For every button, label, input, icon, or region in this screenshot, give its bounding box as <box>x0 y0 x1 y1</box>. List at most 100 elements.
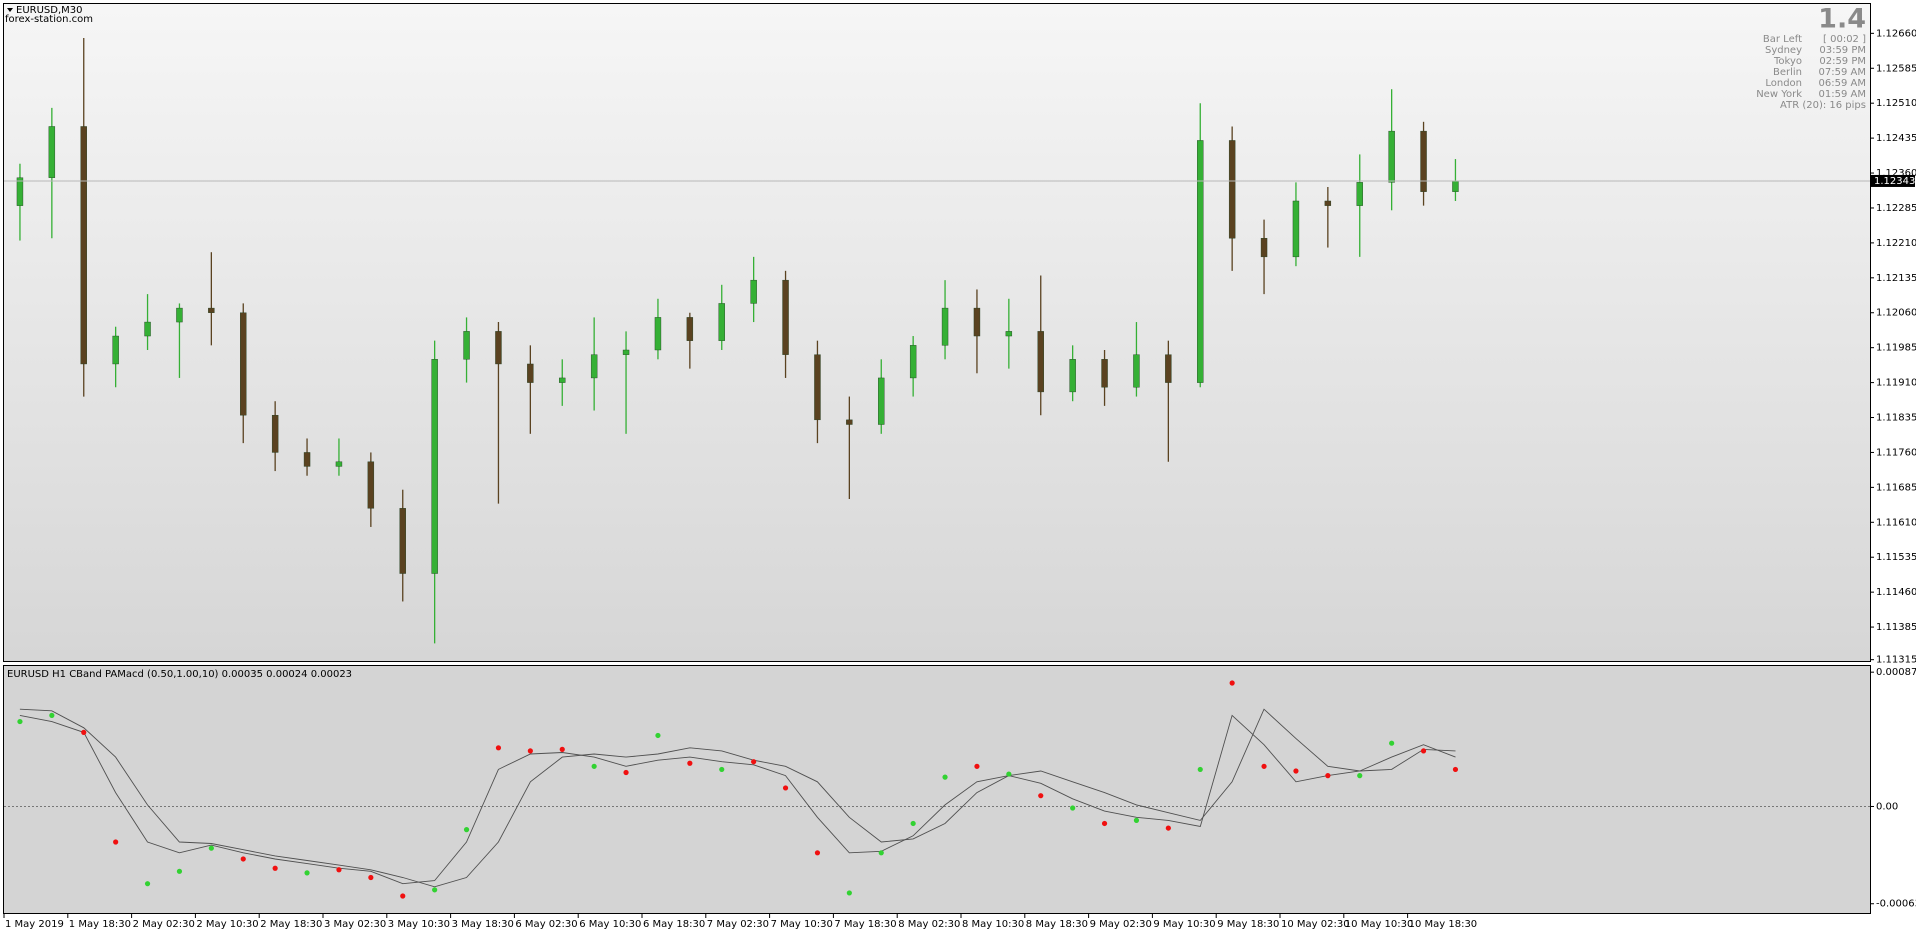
y-tick-label: 1.11610 <box>1876 517 1916 528</box>
macd-dot <box>687 760 693 766</box>
x-tick-label: 3 May 18:30 <box>452 919 514 930</box>
candle-body <box>1292 200 1300 258</box>
y-tick-label: -0.00063 <box>1876 899 1916 910</box>
main-panel <box>3 3 1871 662</box>
candle-body <box>16 177 24 206</box>
x-tick-label: 9 May 02:30 <box>1090 919 1152 930</box>
candle-body <box>335 461 343 467</box>
candle-body <box>1260 238 1268 258</box>
macd-dot <box>1420 748 1427 754</box>
macd-dot <box>176 868 183 874</box>
candle-body <box>431 359 438 574</box>
y-tick-label: 0.00 <box>1876 801 1898 812</box>
macd-dot <box>942 774 948 780</box>
candle-body <box>559 377 566 383</box>
session-time: [ 00:02 ] <box>1823 34 1866 45</box>
macd-dot <box>495 745 502 751</box>
indicator-title: EURUSD H1 CBand PAMacd (0.50,1.00,10) 0.… <box>7 669 352 680</box>
macd-dot <box>1357 773 1363 779</box>
macd-dot <box>974 763 980 769</box>
y-tick-label: 1.12135 <box>1876 273 1916 284</box>
candle-body <box>909 345 917 379</box>
macd-dot <box>1452 766 1459 773</box>
candle-body <box>590 354 598 379</box>
macd-dot <box>910 820 916 827</box>
candle-body <box>271 414 279 453</box>
x-tick-label: 6 May 02:30 <box>515 919 577 930</box>
y-tick-label: 1.12285 <box>1876 203 1916 214</box>
y-tick-label: 1.11385 <box>1876 622 1916 633</box>
x-tick-label: 3 May 02:30 <box>324 919 386 930</box>
y-tick-label: 1.12360 <box>1876 168 1916 179</box>
macd-dot <box>814 850 821 856</box>
macd-dot <box>1070 805 1076 811</box>
candle-body <box>463 331 470 360</box>
x-tick-label: 8 May 18:30 <box>1026 919 1088 930</box>
macd-dot <box>49 712 55 719</box>
x-tick-label: 8 May 02:30 <box>898 919 960 930</box>
y-tick-label: 1.12435 <box>1876 133 1916 144</box>
candle-body <box>176 307 183 323</box>
session-name: Bar Left <box>1763 34 1802 45</box>
macd-dot <box>208 845 214 851</box>
macd-dot <box>1261 763 1267 769</box>
x-tick-label: 7 May 10:30 <box>771 919 833 930</box>
candle-body <box>1133 354 1140 388</box>
info-big-value: 1.4 <box>1818 4 1866 35</box>
symbol-menu-arrow[interactable] <box>7 8 13 12</box>
x-tick-label: 6 May 10:30 <box>579 919 641 930</box>
macd-dot <box>1006 771 1012 777</box>
candle-body <box>973 307 981 337</box>
macd-dot <box>272 865 278 871</box>
x-tick-label: 1 May 2019 <box>5 919 64 930</box>
y-tick-label: 1.11985 <box>1876 343 1916 354</box>
candle-body <box>750 279 757 304</box>
session-time: 02:59 PM <box>1819 56 1866 67</box>
candle-body <box>1356 182 1363 206</box>
macd-dot <box>1165 825 1171 831</box>
macd-dot <box>240 856 246 862</box>
y-tick-label: 1.11460 <box>1876 587 1916 598</box>
y-tick-label: 1.11315 <box>1876 655 1916 666</box>
candle-body <box>1165 354 1172 383</box>
info-panel: 1.4 ATR (20): 16 pips Bar Left [ 00:02 ] S… <box>1756 4 1866 112</box>
x-tick-label: 2 May 02:30 <box>133 919 195 930</box>
candle-body <box>495 331 502 365</box>
x-tick-label: 9 May 18:30 <box>1217 919 1279 930</box>
session-time: 03:59 PM <box>1819 45 1866 56</box>
macd-dot <box>463 827 470 833</box>
candle-body <box>1069 359 1076 393</box>
session-name: Berlin <box>1773 67 1802 78</box>
y-tick-label: 1.12210 <box>1876 238 1916 249</box>
x-tick-label: 10 May 18:30 <box>1409 919 1478 930</box>
candle-body <box>399 508 406 574</box>
x-tick-label: 7 May 18:30 <box>834 919 896 930</box>
y-tick-label: 1.11835 <box>1876 413 1916 424</box>
x-tick-label: 10 May 10:30 <box>1345 919 1414 930</box>
macd-dot <box>432 887 438 893</box>
session-time: 01:59 AM <box>1819 89 1866 100</box>
candle-body <box>303 452 311 467</box>
session-name: Tokyo <box>1773 56 1802 67</box>
candle-body <box>622 349 630 355</box>
candle-body <box>1101 359 1108 388</box>
current-price-box <box>1871 174 1915 187</box>
x-tick-label: 2 May 18:30 <box>260 919 322 930</box>
macd-dot <box>591 763 597 769</box>
plot-layer: 1.12660 1.12585 1.12510 1.12435 1.12360 1.122… <box>3 28 1916 930</box>
candle-body <box>80 126 87 365</box>
macd-dot <box>1229 680 1235 686</box>
candle-body <box>1037 331 1044 393</box>
macd-dot <box>878 850 884 856</box>
candle-body <box>654 317 662 351</box>
candle-body <box>1388 130 1395 183</box>
session-time: 07:59 AM <box>1819 67 1866 78</box>
candle-body <box>1005 331 1013 337</box>
x-tick-label: 9 May 10:30 <box>1153 919 1215 930</box>
x-tick-label: 8 May 10:30 <box>962 919 1024 930</box>
macd-dot <box>144 881 151 887</box>
y-tick-label: 1.11910 <box>1876 378 1916 389</box>
x-tick-label: 1 May 18:30 <box>69 919 131 930</box>
macd-dot <box>81 729 87 735</box>
macd-dot <box>1389 740 1395 746</box>
